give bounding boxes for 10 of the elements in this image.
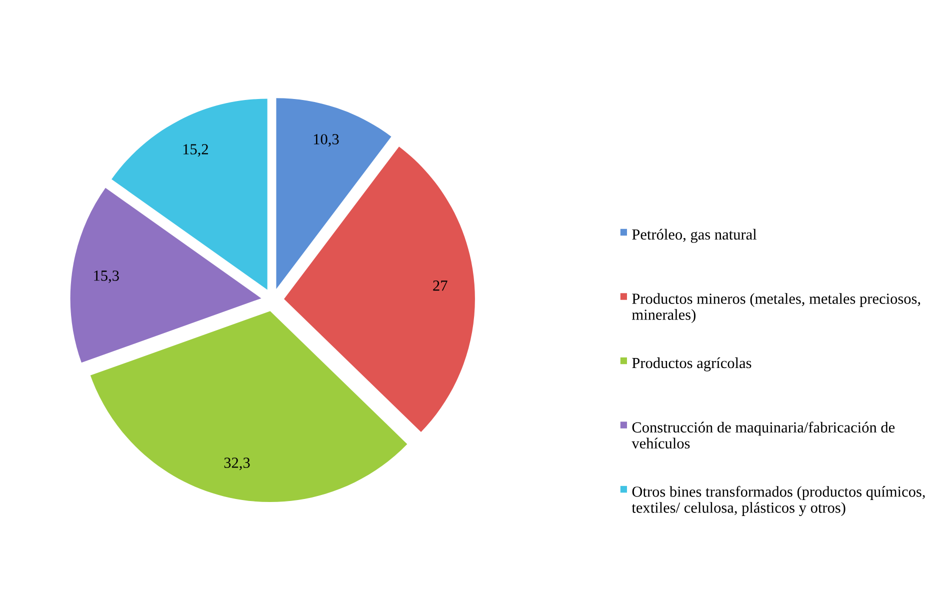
data-label: 15,3 (94, 270, 119, 284)
legend-label: Petróleo, gas natural (632, 228, 757, 243)
data-label: 32,3 (224, 458, 250, 470)
legend-label: Productos mineros (metales, metales preciosos, minerales) (632, 293, 920, 323)
data-label: 10,3 (314, 134, 339, 147)
legend-label: Productos agrícolas (632, 357, 752, 372)
legend-label: Otros bines transformados (productos químicos, textiles/ celulosa, plásticos y otros) (632, 486, 925, 516)
legend-label: Construcción de maquinaria/fabricación de vehículos (632, 422, 895, 449)
data-label: 27 (433, 280, 448, 291)
data-label: 15,2 (183, 144, 208, 157)
